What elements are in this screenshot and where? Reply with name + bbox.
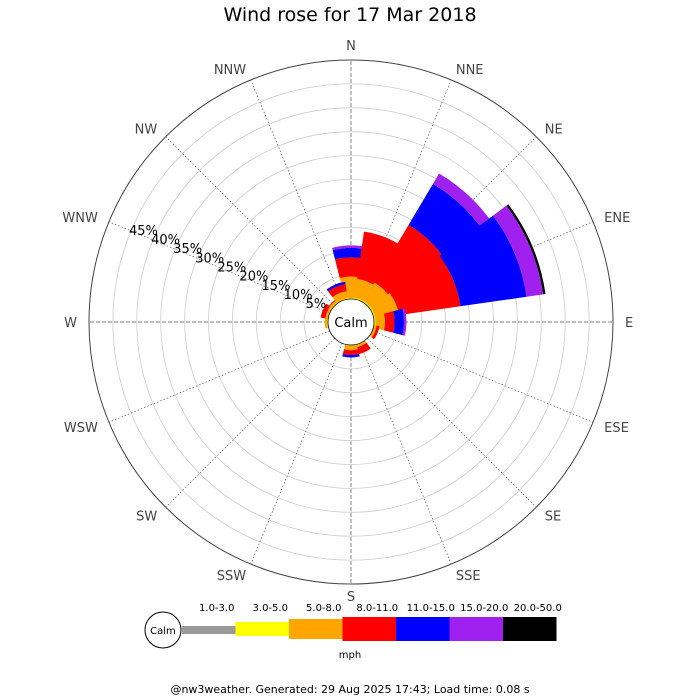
legend-calm-label: Calm (150, 626, 176, 637)
legend-label: 5.0-8.0 (306, 603, 341, 614)
grid-ring (231, 202, 470, 441)
legend-label: 11.0-15.0 (407, 603, 455, 614)
bar-nne-8.0-11.0 (357, 231, 406, 288)
radial-tick-label: 30% (195, 251, 224, 266)
legend-swatch (396, 617, 450, 641)
bar-sse-8.0-11.0 (354, 342, 371, 355)
calm-circle (327, 298, 375, 346)
radial-tick-label: 10% (284, 288, 313, 303)
legend-unit: mph (339, 650, 361, 661)
bar-sse-5.0-8.0 (354, 340, 367, 348)
legend-label: 1.0-3.0 (199, 603, 234, 614)
radial-tick-label: 40% (151, 233, 180, 248)
grid-ring (160, 131, 542, 513)
bar-wnw-8.0-11.0 (320, 303, 331, 319)
bar-nne-5.0-8.0 (354, 278, 378, 303)
direction-label-sse: SSE (456, 569, 481, 584)
legend-swatch (342, 617, 396, 641)
grid-ring (136, 107, 566, 537)
grid-ring (112, 83, 590, 561)
bar-ene-8.0-11.0 (389, 255, 461, 316)
bar-ne-5.0-8.0 (363, 282, 391, 310)
bar-n-15.0-20.0 (332, 245, 370, 251)
bar-s-5.0-8.0 (344, 344, 358, 351)
radial-tick-label: 5% (306, 297, 327, 312)
bar-n-11.0-15.0 (332, 247, 370, 260)
direction-label-se: SE (545, 510, 561, 525)
legend-swatch (235, 622, 289, 636)
direction-label-ssw: SSW (217, 569, 247, 584)
radial-tick-label: 25% (217, 260, 246, 275)
bar-ese-5.0-8.0 (369, 325, 377, 338)
spoke-nnw (250, 79, 343, 301)
bar-nnw-11.0-15.0 (326, 281, 346, 292)
bar-e-11.0-15.0 (393, 308, 405, 336)
spoke-sse (359, 343, 452, 565)
bar-e-15.0-20.0 (402, 308, 407, 336)
grid-ring (255, 226, 447, 418)
spoke-se (367, 338, 537, 508)
wind-bars (320, 173, 546, 358)
bar-s-8.0-11.0 (342, 349, 360, 356)
bar-ese-8.0-11.0 (371, 325, 380, 340)
grid-ring (208, 179, 494, 465)
legend-label: 8.0-11.0 (356, 603, 398, 614)
bar-s-11.0-15.0 (342, 354, 360, 358)
legend-swatch (182, 626, 236, 634)
legend-label: 15.0-20.0 (460, 603, 508, 614)
direction-label-n: N (346, 39, 356, 54)
direction-label-wnw: WNW (62, 211, 98, 226)
bar-e-8.0-11.0 (383, 311, 395, 333)
direction-label-sw: SW (136, 510, 157, 525)
grid-ring (184, 155, 518, 489)
calm-label: Calm (334, 316, 367, 331)
legend-label: 3.0-5.0 (253, 603, 288, 614)
legend-label: 20.0-50.0 (514, 603, 562, 614)
spoke-ese (372, 330, 594, 423)
direction-label-ne: NE (545, 122, 563, 137)
legend-swatch (449, 617, 503, 641)
radial-tick-label: 35% (173, 242, 202, 257)
bar-ene-11.0-15.0 (439, 215, 527, 307)
bar-nw-8.0-11.0 (327, 298, 338, 309)
bar-w-5.0-8.0 (324, 315, 328, 329)
spoke-ssw (250, 343, 343, 565)
spoke-wnw (108, 221, 330, 314)
outer-ring (88, 59, 614, 585)
direction-label-nw: NW (135, 122, 158, 137)
spoke-nw (165, 136, 335, 306)
direction-label-nne: NNE (456, 63, 484, 78)
chart-title: Wind rose for 17 Mar 2018 (223, 4, 477, 26)
bar-ene-15.0-20.0 (493, 205, 544, 297)
spoke-sw (165, 338, 335, 508)
legend-swatch (503, 617, 557, 641)
radial-tick-label: 45% (129, 224, 158, 239)
legend-calm-circle (144, 611, 182, 649)
radial-tick-label: 20% (239, 270, 268, 285)
radial-tick-label: 15% (262, 279, 291, 294)
bar-nnw-5.0-8.0 (332, 291, 348, 303)
direction-label-w: W (64, 316, 77, 331)
speed-legend: Calm 1.0-3.0 3.0-5.0 5.0-8.0 8.0-11.0 11.0-15… (144, 603, 562, 661)
direction-label-e: E (625, 316, 633, 331)
direction-label-ene: ENE (604, 211, 630, 226)
bar-ne-8.0-11.0 (374, 224, 449, 299)
footer-text: @nw3weather. Generated: 29 Aug 2025 17:4… (170, 683, 530, 696)
direction-label-s: S (347, 590, 355, 605)
spoke-wsw (108, 330, 330, 423)
chart-labels: Calm N NNE NE ENE E ESE SE SSE S SSW SW WSW W WNW NW NNW… (62, 39, 633, 605)
direction-label-wsw: WSW (64, 421, 98, 436)
direction-label-nnw: NNW (214, 63, 246, 78)
legend-swatch (289, 619, 343, 639)
direction-label-ese: ESE (604, 421, 629, 436)
bar-nnw-8.0-11.0 (328, 284, 347, 298)
